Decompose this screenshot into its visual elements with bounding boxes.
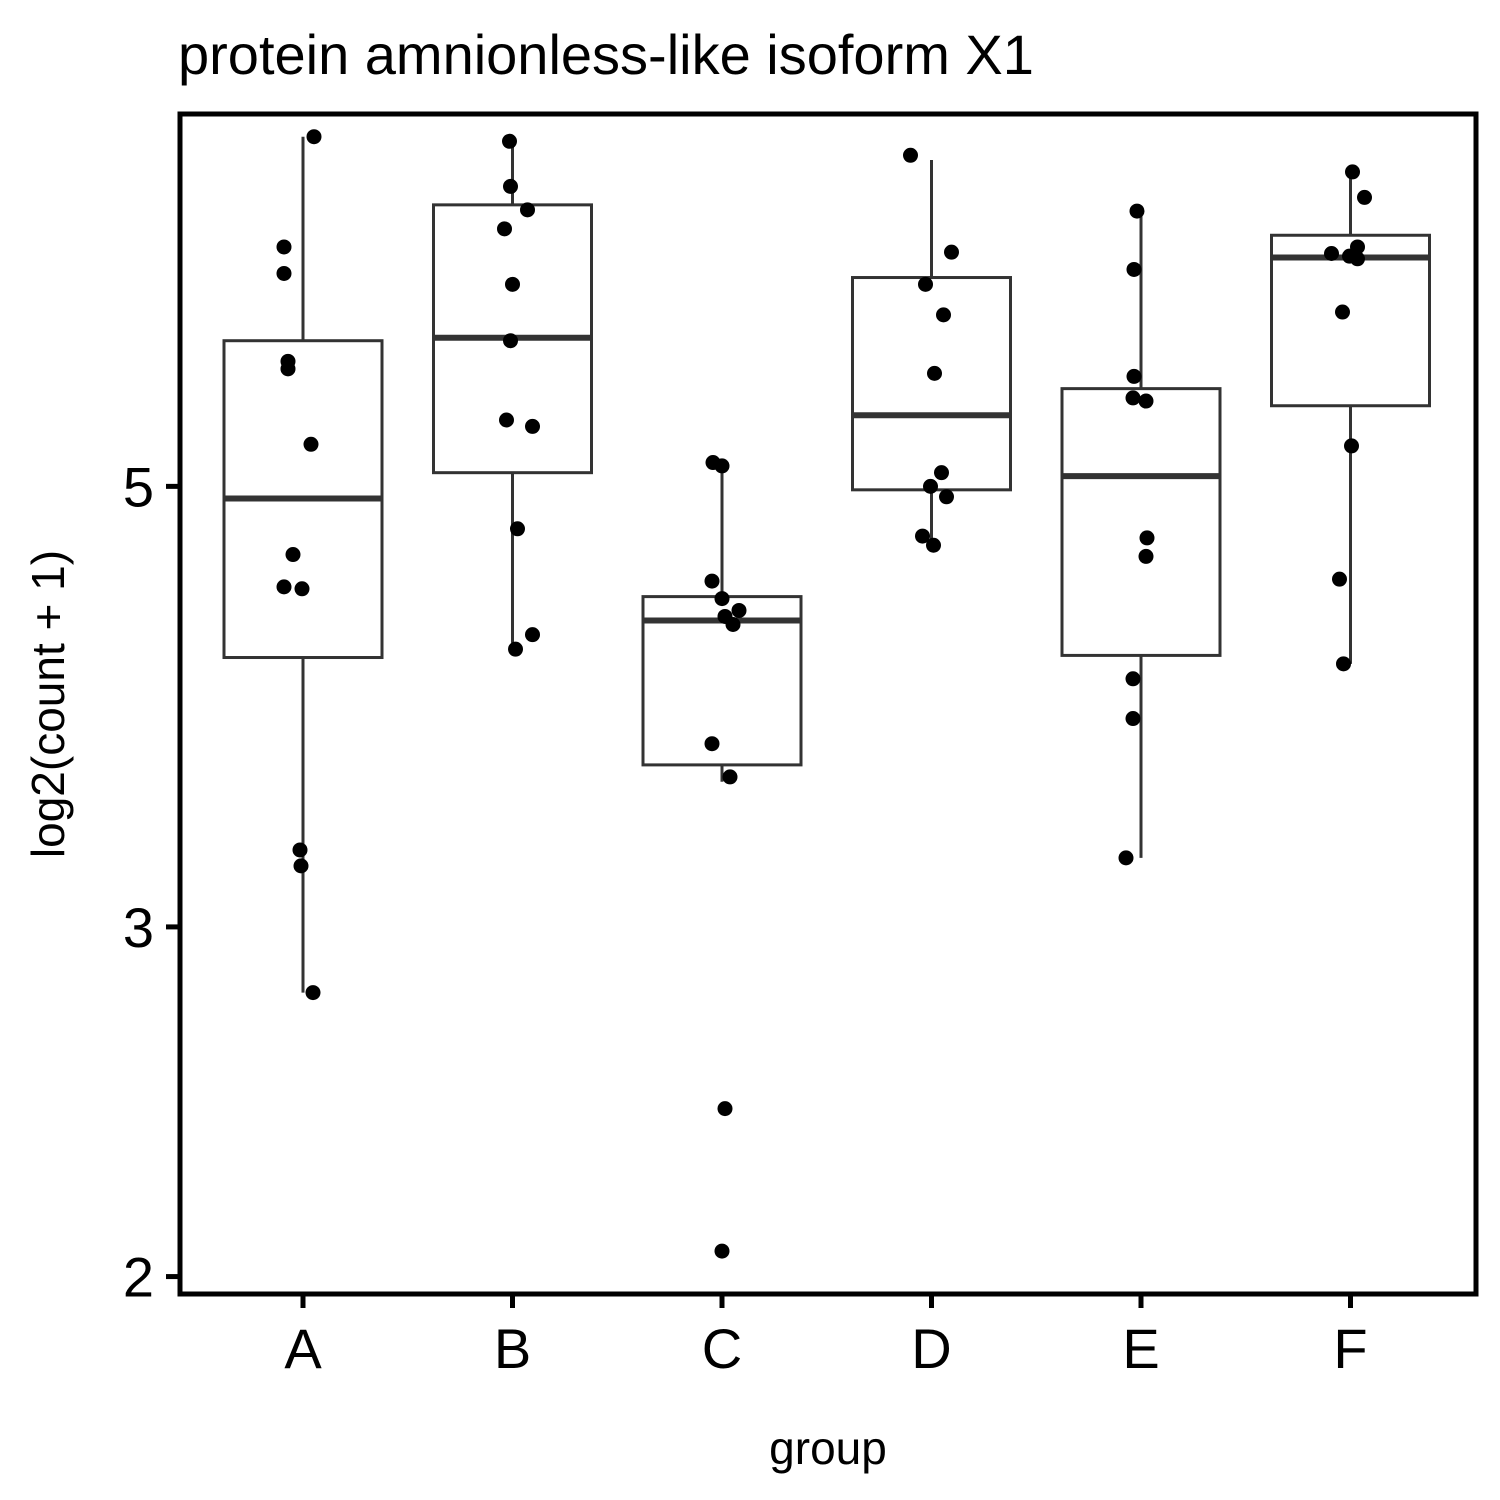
point-A [276,265,292,281]
point-A [285,547,301,563]
point-E [1138,548,1154,564]
point-D [903,147,918,163]
point-B [510,521,525,537]
point-D [926,537,941,553]
x-tick-label-F: F [1333,1317,1367,1380]
point-F [1336,656,1351,672]
x-tick-label-C: C [702,1317,742,1380]
point-C [704,573,720,589]
point-E [1125,390,1141,406]
point-D [934,465,949,481]
x-tick-label-B: B [494,1317,531,1380]
point-B [499,412,514,428]
point-E [1125,671,1141,687]
box-D [851,160,1012,546]
point-E [1139,530,1155,546]
point-F [1324,245,1339,261]
point-F [1335,304,1350,320]
point-A [294,581,310,597]
points-A [276,129,322,1001]
point-C [731,602,747,618]
point-C [722,769,738,785]
plot-frame [177,111,1479,1297]
box-E [1060,208,1222,858]
point-C [714,591,730,607]
point-E [1138,393,1154,409]
point-A [280,361,296,377]
point-D [927,365,942,381]
point-D [923,478,938,494]
point-B [503,178,518,194]
box-body-F [1270,233,1431,408]
point-F [1344,438,1359,454]
x-tick-label-E: E [1122,1317,1159,1380]
point-D [918,276,933,292]
point-B [520,202,535,218]
point-C [714,458,730,474]
chart-title: protein amnionless-like isoform X1 [178,23,1034,86]
point-E [1118,850,1134,866]
point-F [1357,189,1372,205]
point-C [714,1243,730,1259]
point-C [704,736,720,752]
box-body-D [851,276,1012,492]
point-D [915,528,930,544]
point-B [497,221,512,237]
x-axis-title: group [769,1422,887,1474]
point-F [1332,571,1347,587]
point-B [508,641,523,657]
box-B [432,141,593,643]
points-F [1324,164,1372,672]
box-F [1270,171,1431,664]
point-F [1345,164,1360,180]
point-A [306,129,322,145]
point-C [717,1101,733,1117]
point-A [303,436,319,452]
point-A [276,239,292,255]
points-B [497,133,540,657]
plot-area [222,129,1431,1259]
y-tick-label-2: 2 [123,1246,154,1309]
point-E [1129,203,1145,219]
box-A [222,136,384,993]
point-B [503,333,518,349]
point-E [1126,368,1142,384]
point-B [525,418,540,434]
point-C [725,616,741,632]
points-D [903,147,959,553]
x-tick-label-A: A [284,1317,322,1380]
point-A [276,579,292,595]
x-tick-label-D: D [911,1317,951,1380]
point-A [292,842,308,858]
point-A [305,985,321,1001]
points-C [704,455,747,1259]
point-B [502,133,517,149]
point-A [293,858,309,874]
axes: 2 3 5 A B C D E F [123,455,1368,1380]
y-axis-title: log2(count + 1) [22,550,74,858]
point-D [944,244,959,260]
point-D [939,489,954,505]
box-body-E [1060,387,1222,657]
y-tick-label-5: 5 [123,455,154,518]
box-body-C [641,595,803,767]
point-D [936,307,951,323]
y-tick-label-3: 3 [123,896,154,959]
points-E [1118,203,1155,866]
point-B [525,627,540,643]
point-E [1126,261,1142,277]
point-B [505,276,520,292]
point-F [1350,251,1365,267]
point-E [1125,711,1141,727]
